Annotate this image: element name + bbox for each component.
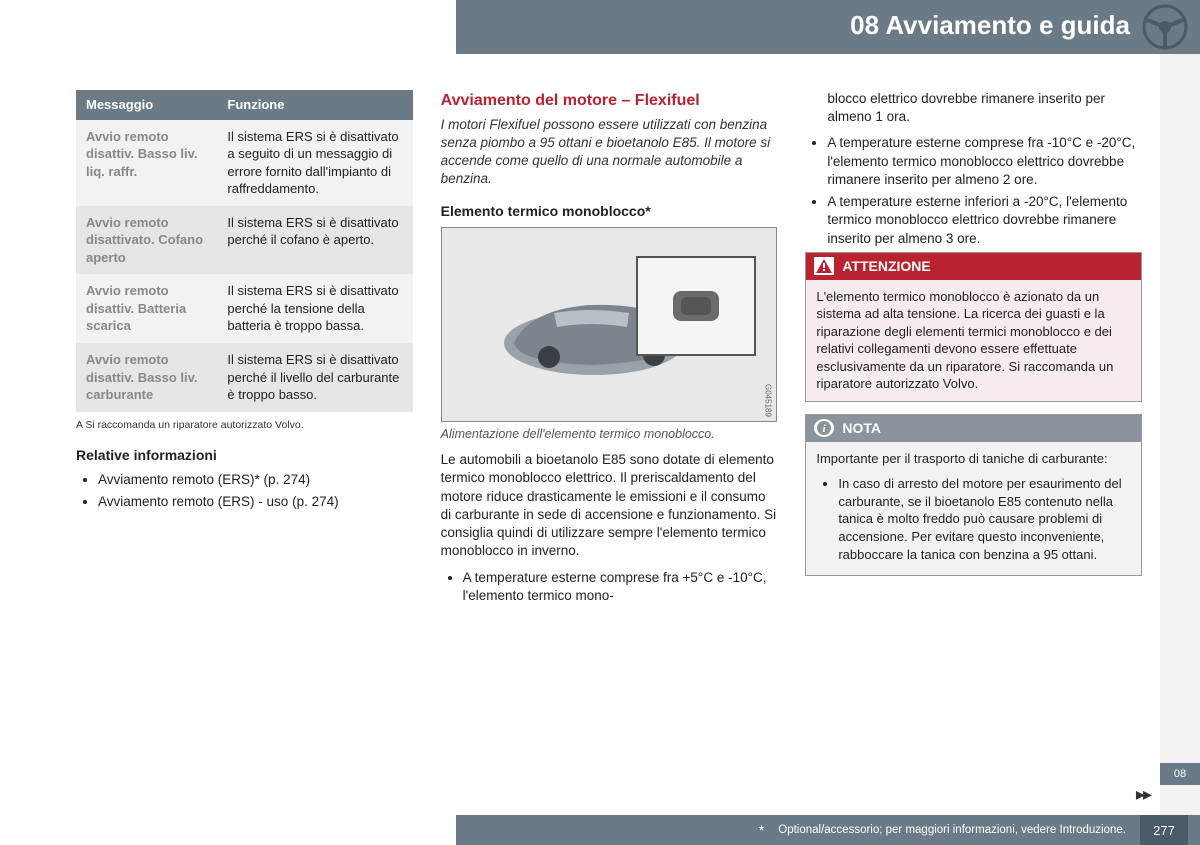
msg-cell: Avvio remoto disattiv. Batteria scarica: [76, 274, 217, 343]
note-bar: i NOTA: [806, 415, 1141, 442]
warning-title: ATTENZIONE: [842, 257, 930, 276]
footer-band: * Optional/accessorio; per maggiori info…: [456, 815, 1200, 845]
note-body: Importante per il trasporto di taniche d…: [806, 442, 1141, 575]
warning-box: ATTENZIONE L'elemento termico monoblocco…: [805, 252, 1142, 402]
msg-cell: Avvio remoto disattiv. Basso liv. liq. r…: [76, 120, 217, 206]
warning-bar: ATTENZIONE: [806, 253, 1141, 280]
th-message: Messaggio: [76, 90, 217, 120]
figure-id: G045189: [762, 384, 773, 417]
list-item: Avviamento remoto (ERS) - uso (p. 274): [98, 493, 413, 511]
content-columns: MessaggioFunzione Avvio remoto disattiv.…: [76, 90, 1142, 609]
page: 08 Avviamento e guida 08 MessaggioFunzio…: [0, 0, 1200, 845]
temp-list: A temperature esterne comprese fra +5°C …: [441, 569, 778, 605]
chapter-title: 08 Avviamento e guida: [850, 10, 1130, 41]
list-item: A temperature esterne comprese fra +5°C …: [463, 569, 778, 605]
func-cell: Il sistema ERS si è disattivato perché l…: [217, 274, 412, 343]
column-2: Avviamento del motore – Flexifuel I moto…: [441, 90, 778, 609]
note-list: In caso di arresto del motore per esauri…: [816, 475, 1131, 563]
warning-triangle-icon: [814, 257, 834, 275]
related-info-title: Relative informazioni: [76, 446, 413, 465]
continued-text: blocco elettrico dovrebbe rimanere inser…: [805, 90, 1142, 126]
list-item: A temperature esterne inferiori a -20°C,…: [827, 193, 1142, 248]
msg-cell: Avvio remoto disattivato. Cofano aperto: [76, 206, 217, 275]
warning-body: L'elemento termico monoblocco è azionato…: [806, 280, 1141, 401]
figure-caption: Alimentazione dell'elemento termico mono…: [441, 426, 778, 443]
msg-cell: Avvio remoto disattiv. Basso liv. carbur…: [76, 343, 217, 412]
footer-text: Optional/accessorio; per maggiori inform…: [778, 824, 1126, 836]
continue-arrows-icon: ▸▸: [1136, 784, 1150, 805]
note-title: NOTA: [842, 419, 881, 438]
page-number: 277: [1140, 815, 1188, 845]
figure-engine-heater: G045189: [441, 227, 778, 422]
func-cell: Il sistema ERS si è disattivato perché i…: [217, 206, 412, 275]
note-box: i NOTA Importante per il trasporto di ta…: [805, 414, 1142, 576]
column-3: blocco elettrico dovrebbe rimanere inser…: [805, 90, 1142, 609]
figure-inset: [636, 256, 756, 356]
related-info-list: Avviamento remoto (ERS)* (p. 274) Avviam…: [76, 471, 413, 511]
footnote-a: A Si raccomanda un riparatore autorizzat…: [76, 418, 413, 432]
subsection-title: Elemento termico monoblocco*: [441, 202, 778, 221]
steering-wheel-icon: [1142, 4, 1188, 50]
side-tab: 08: [1160, 54, 1200, 845]
section-intro: I motori Flexifuel possono essere utiliz…: [441, 116, 778, 189]
func-cell: Il sistema ERS si è disattivato perché i…: [217, 343, 412, 412]
list-item: In caso di arresto del motore per esauri…: [838, 475, 1131, 563]
paragraph: Le automobili a bioetanolo E85 sono dota…: [441, 451, 778, 560]
list-item: Avviamento remoto (ERS)* (p. 274): [98, 471, 413, 489]
info-icon: i: [814, 419, 834, 437]
message-table: MessaggioFunzione Avvio remoto disattiv.…: [76, 90, 413, 412]
list-item: A temperature esterne comprese fra -10°C…: [827, 134, 1142, 189]
temp-list-cont: A temperature esterne comprese fra -10°C…: [805, 134, 1142, 247]
note-intro: Importante per il trasporto di taniche d…: [816, 450, 1131, 468]
footer-star-icon: *: [759, 822, 764, 838]
func-cell: Il sistema ERS si è disattivato a seguit…: [217, 120, 412, 206]
side-tab-label: 08: [1160, 763, 1200, 785]
th-function: Funzione: [217, 90, 412, 120]
section-title: Avviamento del motore – Flexifuel: [441, 90, 778, 112]
column-1: MessaggioFunzione Avvio remoto disattiv.…: [76, 90, 413, 609]
